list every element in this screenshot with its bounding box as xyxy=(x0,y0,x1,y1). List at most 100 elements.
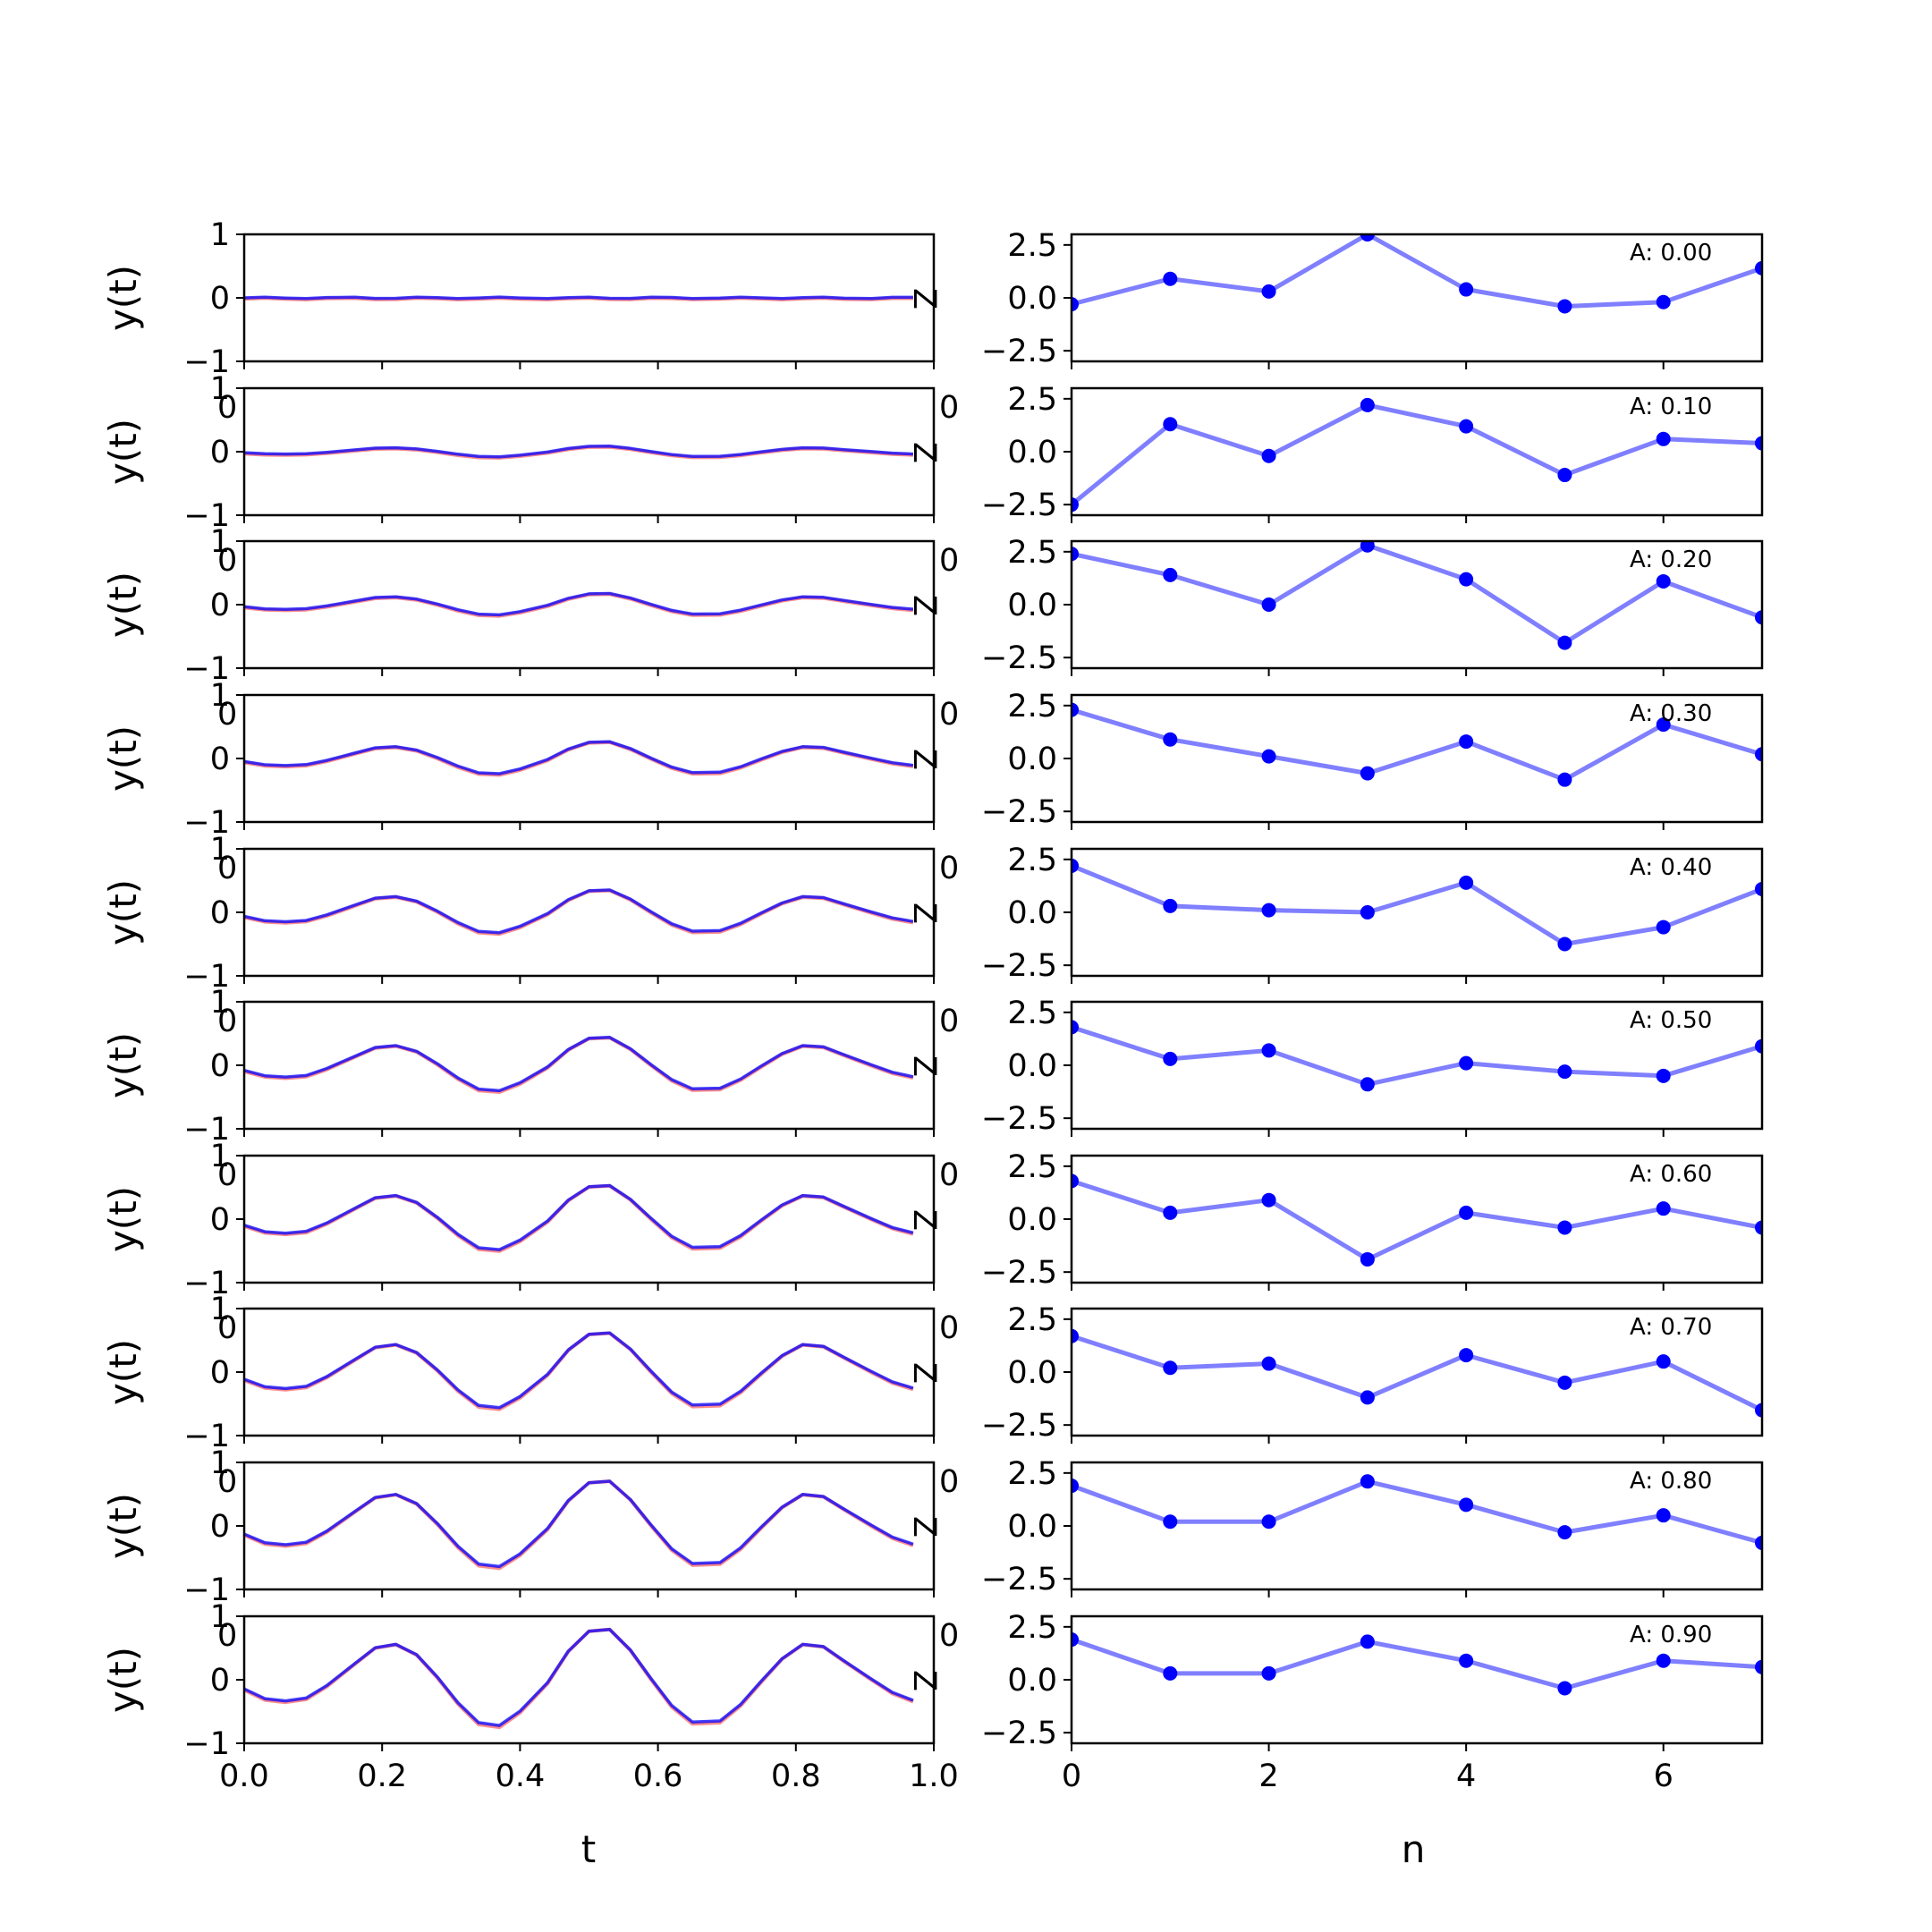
amplitude-annotation: A: 0.80 xyxy=(1630,1468,1712,1495)
right-series-group xyxy=(1072,702,1762,787)
left-ytick-label: 1 xyxy=(210,1139,230,1174)
right-series-marker xyxy=(1360,766,1375,781)
right-subplot-8: 2.5 0.0 −2.5 A: 0.80 xyxy=(981,1456,1764,1597)
right-series-marker xyxy=(1360,1390,1375,1405)
left-x-axis-label: t xyxy=(581,1827,596,1871)
right-series-marker xyxy=(1163,1360,1178,1376)
right-series-line xyxy=(1072,1334,1762,1412)
right-ytick-label: 0.0 xyxy=(1007,1048,1057,1084)
blue-series-line xyxy=(243,1183,914,1251)
left-subplot-2: 10−10 0y(t) Z xyxy=(101,524,959,687)
amplitude-annotation: A: 0.30 xyxy=(1630,700,1712,727)
right-ytick-label: −2.5 xyxy=(981,1562,1057,1597)
right-axes-frame xyxy=(1070,1614,1764,1745)
right-axes-frame xyxy=(1070,693,1764,824)
left-ytick-label: 1 xyxy=(210,985,230,1021)
right-axes-frame xyxy=(1070,1307,1764,1437)
left-axes-frame xyxy=(242,1307,936,1437)
right-series-marker xyxy=(1656,1201,1671,1216)
right-edge-label: Z xyxy=(906,1516,942,1538)
left-column-subplots: 10−1y(t) Z10−10 0y(t) Z10−10 0y(t) Z10−10 0y(t… xyxy=(101,217,959,1794)
right-series-marker xyxy=(1360,1634,1375,1649)
left-y-axis-label: y(t) xyxy=(101,1339,145,1405)
right-ytick-label: −2.5 xyxy=(981,1716,1057,1751)
right-series-marker xyxy=(1656,1653,1671,1668)
right-ytick-label: 0.0 xyxy=(1007,1202,1057,1238)
mid-ghost-label: 0 xyxy=(939,1157,959,1193)
right-series-marker xyxy=(1072,702,1079,717)
right-ytick-label: 2.5 xyxy=(1007,1456,1057,1492)
right-subplot-3: 2.5 0.0 −2.5 A: 0.30 xyxy=(981,689,1764,830)
right-series-marker xyxy=(1261,1665,1276,1681)
left-ytick-label: −1 xyxy=(183,344,230,380)
right-edge-label: Z xyxy=(906,442,942,463)
left-ghost-label: 0 xyxy=(217,390,237,426)
left-y-axis-label: y(t) xyxy=(101,879,145,945)
left-ytick-label: 1 xyxy=(210,678,230,714)
right-series-marker xyxy=(1163,1205,1178,1220)
left-subplot-5: 10−10 0y(t) Z xyxy=(101,985,959,1148)
right-series-group xyxy=(1072,1632,1762,1696)
right-series-group xyxy=(1072,541,1762,650)
right-series-marker xyxy=(1557,936,1572,952)
right-series-marker xyxy=(1459,419,1474,434)
right-ytick-label: 2.5 xyxy=(1007,382,1057,418)
right-series-marker xyxy=(1656,431,1671,446)
right-series-marker xyxy=(1163,1051,1178,1066)
amplitude-annotation: A: 0.60 xyxy=(1630,1161,1712,1188)
right-series-marker xyxy=(1072,497,1079,513)
right-series-marker xyxy=(1360,1077,1375,1092)
right-series-marker xyxy=(1163,271,1178,286)
left-ytick-label: −1 xyxy=(183,1572,230,1608)
right-series-marker xyxy=(1557,772,1572,787)
right-series-marker xyxy=(1163,567,1178,582)
right-subplot-4: 2.5 0.0 −2.5 A: 0.40 xyxy=(981,843,1764,984)
left-axes-frame xyxy=(242,1614,936,1745)
left-xtick-label: 0.8 xyxy=(771,1758,821,1794)
left-xtick-label: 0.4 xyxy=(496,1758,546,1794)
right-edge-label: Z xyxy=(906,902,942,924)
left-ytick-label: 1 xyxy=(210,217,230,253)
right-series-marker xyxy=(1261,1514,1276,1530)
left-ytick-label: 1 xyxy=(210,1445,230,1481)
mid-ghost-label: 0 xyxy=(939,697,959,733)
right-xtick-label: 4 xyxy=(1456,1758,1476,1794)
right-ytick-label: 2.5 xyxy=(1007,689,1057,724)
blue-series-line xyxy=(243,740,914,775)
left-ghost-label: 0 xyxy=(217,697,237,733)
amplitude-annotation: A: 0.40 xyxy=(1630,854,1712,881)
right-series-marker xyxy=(1072,1328,1079,1343)
right-series-marker xyxy=(1755,436,1762,451)
right-series-marker xyxy=(1755,1220,1762,1235)
left-axes-frame xyxy=(242,386,936,517)
right-series-marker xyxy=(1459,1497,1474,1513)
right-subplot-1: 2.5 0.0 −2.5 A: 0.10 xyxy=(981,382,1764,523)
left-ytick-label: 0 xyxy=(210,588,230,623)
right-series-marker xyxy=(1459,1055,1474,1071)
left-axes-frame xyxy=(242,693,936,824)
right-edge-label: Z xyxy=(906,749,942,770)
right-series-marker xyxy=(1163,732,1178,747)
right-ytick-label: −2.5 xyxy=(981,334,1057,369)
left-subplot-8: 10−10 0y(t) Z xyxy=(101,1445,959,1608)
right-series-marker xyxy=(1360,234,1375,242)
left-ytick-label: 0 xyxy=(210,895,230,931)
left-subplot-9: 10−10.0 0.2 0.4 0.6 0.8 1.00 0y(t) Z xyxy=(101,1599,959,1794)
right-ytick-label: −2.5 xyxy=(981,487,1057,523)
right-series-group xyxy=(1072,1474,1762,1550)
right-series-marker xyxy=(1072,1020,1079,1035)
left-ytick-label: −1 xyxy=(183,1419,230,1454)
left-ghost-label: 0 xyxy=(217,1310,237,1346)
right-ytick-label: −2.5 xyxy=(981,1408,1057,1444)
right-ytick-label: 2.5 xyxy=(1007,1302,1057,1338)
right-series-group xyxy=(1072,1174,1762,1267)
left-ytick-label: −1 xyxy=(183,1266,230,1301)
left-ytick-label: 1 xyxy=(210,832,230,868)
right-series-marker xyxy=(1557,299,1572,314)
right-series-marker xyxy=(1072,547,1079,562)
right-series-line xyxy=(1072,1479,1762,1546)
blue-series-line xyxy=(243,1331,914,1410)
right-series-marker xyxy=(1459,1653,1474,1668)
right-ytick-label: 2.5 xyxy=(1007,996,1057,1031)
amplitude-annotation: A: 0.10 xyxy=(1630,394,1712,420)
